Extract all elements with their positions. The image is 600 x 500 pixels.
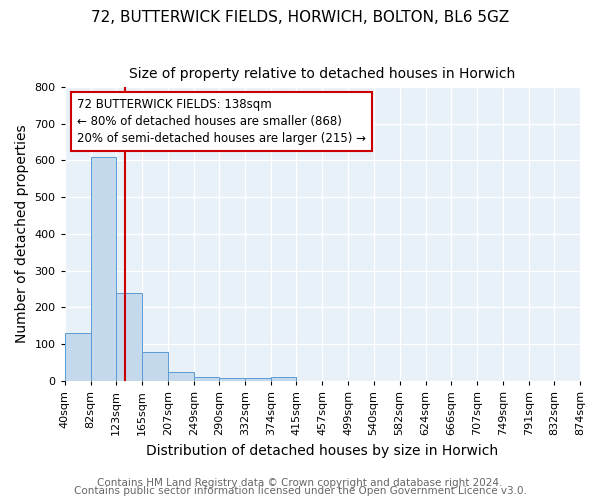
Bar [271, 378, 296, 381]
Text: Contains public sector information licensed under the Open Government Licence v3: Contains public sector information licen… [74, 486, 526, 496]
Bar [194, 376, 219, 381]
Bar [91, 158, 116, 381]
Bar [219, 378, 245, 381]
Bar [168, 372, 194, 381]
Bar [116, 294, 142, 381]
Text: 72 BUTTERWICK FIELDS: 138sqm
← 80% of detached houses are smaller (868)
20% of s: 72 BUTTERWICK FIELDS: 138sqm ← 80% of de… [77, 98, 366, 145]
X-axis label: Distribution of detached houses by size in Horwich: Distribution of detached houses by size … [146, 444, 499, 458]
Text: 72, BUTTERWICK FIELDS, HORWICH, BOLTON, BL6 5GZ: 72, BUTTERWICK FIELDS, HORWICH, BOLTON, … [91, 10, 509, 25]
Title: Size of property relative to detached houses in Horwich: Size of property relative to detached ho… [129, 68, 515, 82]
Text: Contains HM Land Registry data © Crown copyright and database right 2024.: Contains HM Land Registry data © Crown c… [97, 478, 503, 488]
Bar [245, 378, 271, 381]
Bar [142, 352, 168, 381]
Y-axis label: Number of detached properties: Number of detached properties [15, 124, 29, 343]
Bar [65, 333, 91, 381]
